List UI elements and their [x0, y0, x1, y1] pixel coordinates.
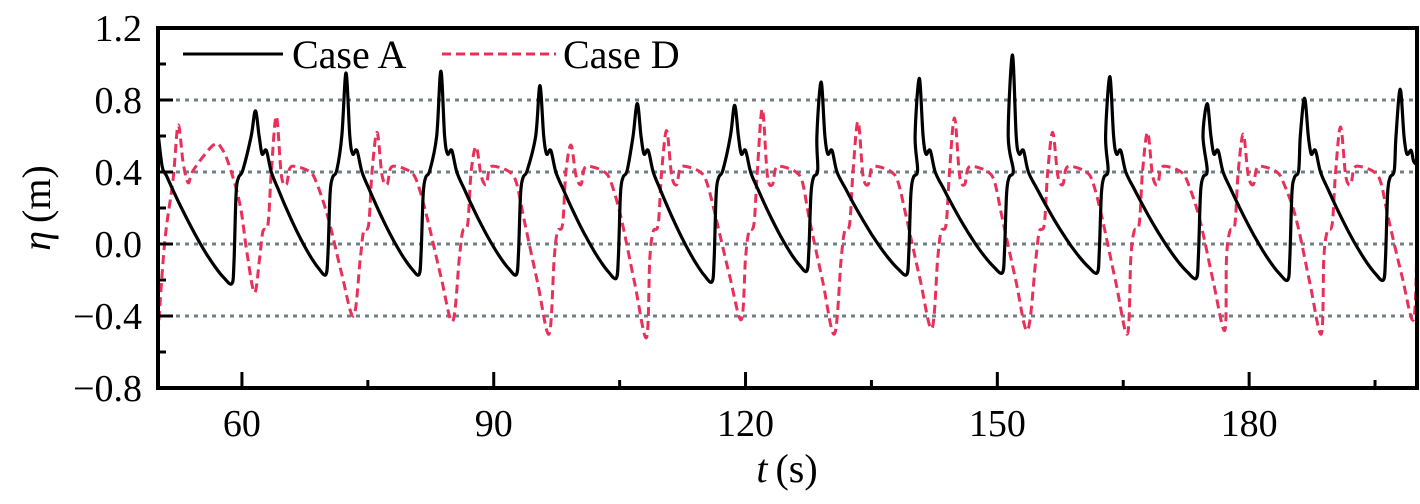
y-tick-label: 0.0 [95, 224, 143, 266]
x-tick-label: 180 [1221, 403, 1278, 445]
legend-label-case-d: Case D [563, 32, 680, 77]
x-tick-labels: 60 90 120 150 180 [223, 403, 1278, 445]
y-tick-label: −0.4 [73, 296, 142, 338]
x-axis-symbol: t [756, 446, 768, 491]
x-tick-label: 120 [717, 403, 774, 445]
y-axis-unit: (m) [14, 165, 59, 223]
legend-label-case-a: Case A [292, 32, 407, 77]
x-tick-label: 60 [223, 403, 261, 445]
x-axis-title: t (s) [756, 446, 817, 491]
gridlines [158, 98, 1417, 318]
y-tick-label: 0.4 [95, 152, 143, 194]
y-axis-symbol: η [14, 231, 59, 251]
y-tick-label: 1.2 [95, 8, 143, 50]
y-tick-label: −0.8 [73, 368, 142, 410]
legend: Case A Case D [183, 32, 680, 77]
series-line-case-d [158, 107, 1417, 340]
y-axis-title: η (m) [14, 165, 59, 251]
x-tick-label: 90 [475, 403, 513, 445]
series-lines [158, 53, 1417, 340]
x-axis-unit: (s) [775, 446, 817, 491]
axis-ticks [158, 26, 1377, 390]
y-tick-label: 0.8 [95, 80, 143, 122]
x-tick-label: 150 [969, 403, 1026, 445]
y-tick-labels: −0.8 −0.4 0.0 0.4 0.8 1.2 [73, 8, 142, 410]
series-line-case-a [158, 53, 1417, 286]
